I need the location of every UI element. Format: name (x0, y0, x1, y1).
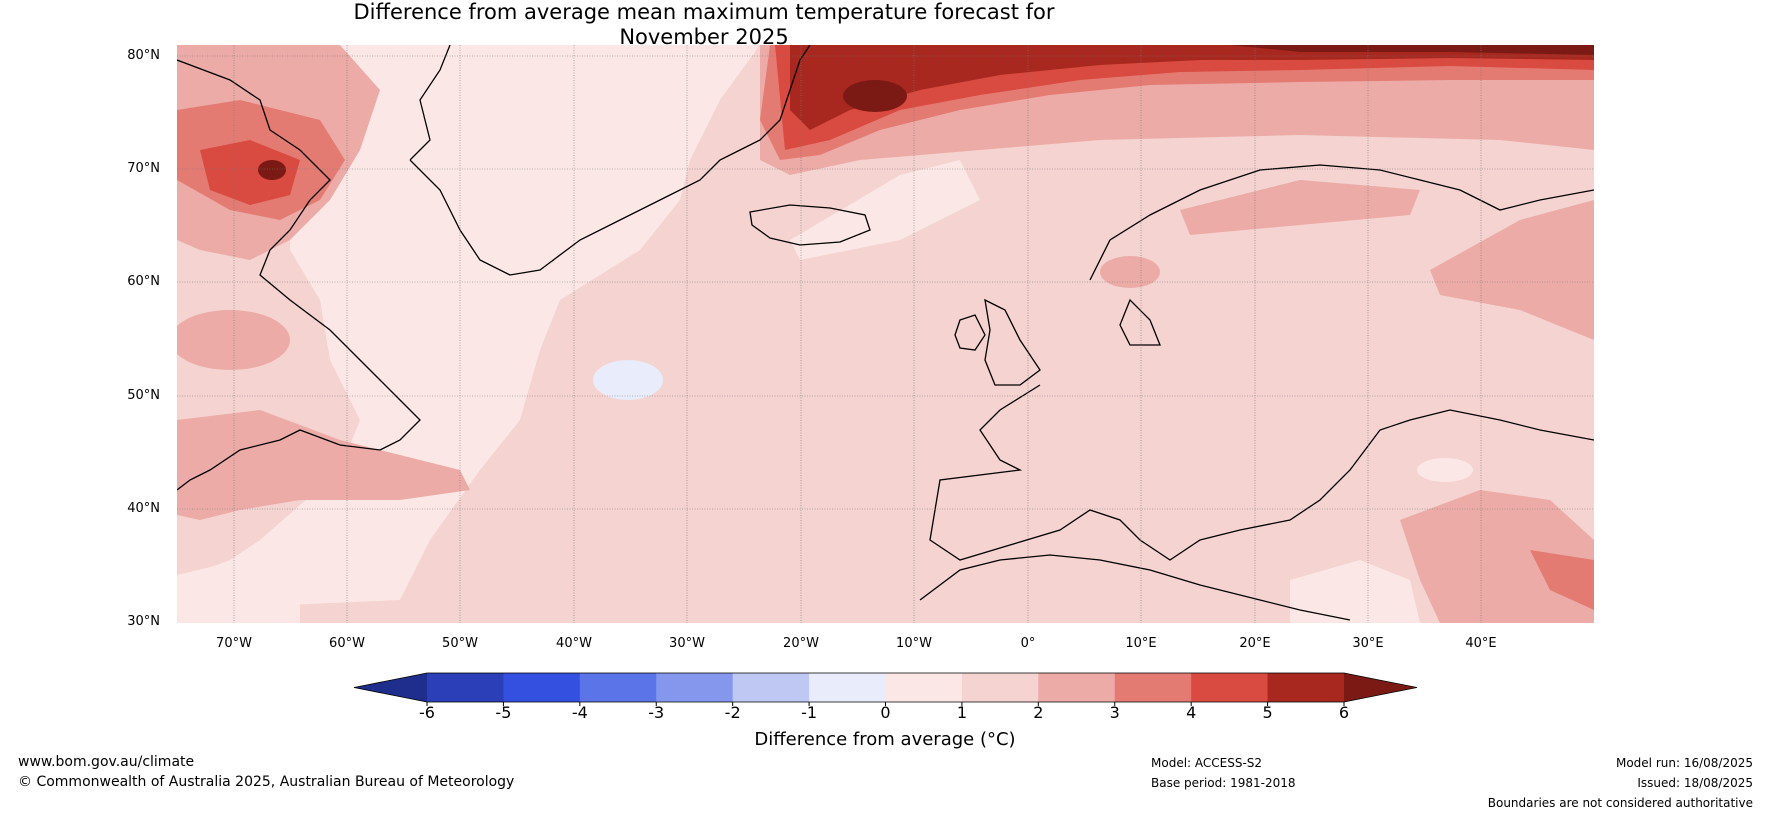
colorbar-tick-label: 0 (880, 703, 891, 722)
anomaly-region-negative (593, 360, 663, 400)
anomaly-region-2-3 (177, 310, 290, 370)
copyright-text: © Commonwealth of Australia 2025, Austra… (18, 774, 515, 790)
lon-label-0: 0° (1020, 636, 1036, 651)
colorbar-bin (1267, 673, 1345, 702)
issued-text: Issued: 18/08/2025 (1637, 776, 1753, 790)
colorbar-tick-label: -5 (495, 703, 512, 722)
colorbar-label: Difference from average (°C) (0, 729, 1770, 750)
colorbar-tick-label: -2 (724, 703, 741, 722)
lat-label-80n: 80°N (127, 48, 160, 63)
anomaly-region-3-4 (1530, 550, 1594, 610)
colorbar-tick-label: -1 (801, 703, 818, 722)
scandinavia-coastline (1089, 164, 1594, 281)
graticule (177, 45, 1594, 623)
base-period-text: Base period: 1981-2018 (1151, 776, 1296, 790)
colorbar-bin (656, 673, 734, 702)
colorbar-bin (1191, 673, 1269, 702)
colorbar-tick-label: 6 (1338, 703, 1350, 722)
anomaly-region-above-6 (1230, 45, 1594, 55)
north-africa-coastline (919, 554, 1351, 621)
colorbar-bin (1038, 673, 1116, 702)
ireland-coastline (954, 314, 986, 351)
colorbar (353, 672, 1418, 706)
colorbar-tick-label: 2 (1033, 703, 1044, 722)
website-link[interactable]: www.bom.gov.au/climate (18, 754, 195, 770)
anomaly-region-0-1 (1417, 458, 1473, 482)
iceland-coastline (749, 204, 871, 246)
lon-label-10w: 10°W (896, 636, 932, 651)
colorbar-bin (732, 673, 810, 702)
lon-label-20e: 20°E (1239, 636, 1271, 651)
anomaly-region-above-6 (258, 160, 286, 180)
europe-coastline (929, 384, 1594, 561)
anomaly-region-above-6 (843, 80, 907, 112)
lon-label-40w: 40°W (556, 636, 592, 651)
colorbar-extend-low (354, 673, 427, 702)
colorbar-bin (427, 673, 504, 702)
anomaly-region-0-1 (790, 160, 980, 260)
lon-label-30w: 30°W (669, 636, 705, 651)
lat-label-30n: 30°N (127, 614, 160, 629)
colorbar-tick-label: 4 (1186, 703, 1197, 722)
greenland-west-coastline (409, 45, 451, 161)
anomaly-region-5-6 (790, 45, 1594, 130)
lon-label-40e: 40°E (1465, 636, 1497, 651)
colorbar-bin (1114, 673, 1192, 702)
map-title-line-1: Difference from average mean maximum tem… (353, 0, 1055, 24)
lon-label-20w: 20°W (783, 636, 819, 651)
anomaly-region-2-3 (1100, 256, 1160, 288)
anomaly-region-4-5 (200, 140, 300, 205)
colorbar-tick-label: 3 (1109, 703, 1120, 722)
disclaimer-text: Boundaries are not considered authoritat… (1487, 796, 1753, 810)
colorbar-bin (809, 673, 886, 702)
lon-label-50w: 50°W (442, 636, 478, 651)
lat-label-70n: 70°N (127, 161, 160, 176)
lat-label-50n: 50°N (127, 388, 160, 403)
north-america-coastline (177, 59, 421, 491)
colorbar-bin (503, 673, 581, 702)
model-run-text: Model run: 16/08/2025 (1615, 756, 1753, 770)
lat-label-40n: 40°N (127, 501, 160, 516)
anomaly-region-2-3 (1400, 490, 1594, 623)
anomaly-field (177, 45, 1594, 623)
colorbar-unit: °C (986, 729, 1009, 750)
lon-label-30e: 30°E (1352, 636, 1384, 651)
anomaly-region-2-3 (177, 410, 470, 520)
coastlines (177, 45, 1594, 621)
model-text: Model: ACCESS-S2 (1151, 756, 1263, 770)
lon-label-60w: 60°W (329, 636, 365, 651)
lon-label-70w: 70°W (216, 636, 252, 651)
anomaly-region-2-3 (1430, 200, 1594, 340)
lat-label-60n: 60°N (127, 274, 160, 289)
colorbar-tick-label: -6 (419, 703, 435, 722)
colorbar-tick-label: 5 (1262, 703, 1273, 722)
colorbar-tick-label: 1 (956, 703, 967, 722)
colorbar-label-text: Difference from average ( (754, 729, 987, 750)
map-title: Difference from average mean maximum tem… (0, 0, 1408, 50)
colorbar-tick-label: -4 (571, 703, 588, 722)
colorbar-bin (579, 673, 657, 702)
anomaly-region-0-1 (177, 560, 300, 623)
colorbar-tick-label: -3 (648, 703, 665, 722)
colorbar-label-end: ) (1008, 729, 1016, 750)
anomaly-region-2-3 (1180, 180, 1420, 235)
great-britain-coastline (984, 298, 1041, 386)
greenland-coastline (409, 45, 811, 276)
lon-label-10e: 10°E (1125, 636, 1157, 651)
anomaly-region-0-1 (1290, 560, 1420, 623)
colorbar-extend-high (1344, 673, 1417, 702)
colorbar-bin (885, 673, 963, 702)
denmark-coastline (1119, 298, 1161, 346)
colorbar-bin (961, 673, 1039, 702)
